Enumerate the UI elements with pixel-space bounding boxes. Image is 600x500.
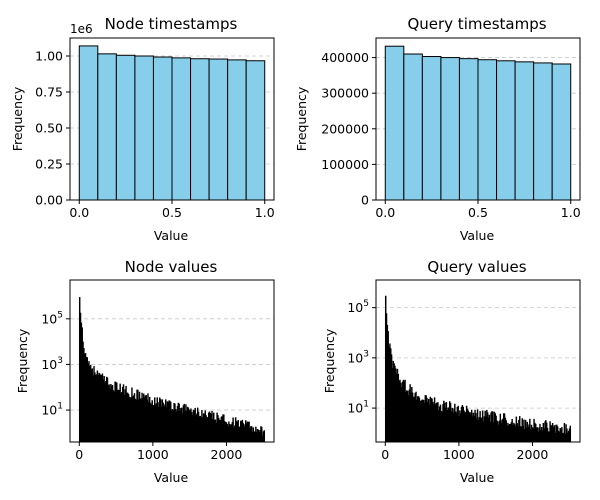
node-values-ytick-label: 103 [41,356,63,372]
node-timestamps-ytick-label: 0.75 [35,85,63,100]
query-timestamps-title: Query timestamps [407,15,546,33]
query-timestamps-bar [458,58,479,201]
node-timestamps-bar [227,59,247,201]
query-timestamps-bar [496,60,516,201]
node-timestamps-bar [208,58,229,201]
node-values-title: Node values [125,258,218,276]
node-timestamps-bar [115,54,136,201]
query-timestamps-bar [440,57,460,201]
node-values-xtick-label: 1000 [137,447,169,462]
query-values-xlabel: Value [460,470,495,485]
query-timestamps-bar [533,62,553,201]
query-values-panel: Query values 0 1000 2000 101 103 105 Value Fr… [322,258,581,485]
node-timestamps-ytick-label: 0.50 [35,121,63,136]
node-timestamps-bar [97,53,117,201]
query-values-ytick-label: 105 [347,299,369,315]
node-timestamps-bar [134,55,154,201]
query-timestamps-ylabel: Frequency [294,86,309,151]
node-values-axes-frame [69,279,275,443]
node-timestamps-bar [171,57,192,201]
query-timestamps-bar [421,56,442,201]
query-timestamps-ytick-label: 0 [361,193,369,208]
node-timestamps-title: Node timestamps [105,15,238,33]
node-timestamps-bar [245,60,266,201]
query-values-xtick-label: 1000 [443,447,475,462]
node-timestamps-xlabel: Value [154,228,189,243]
node-values-xlabel: Value [154,470,189,485]
node-values-panel: Node values 0 1000 2000 101 103 105 Value Fre… [15,258,275,485]
query-values-title: Query values [427,258,526,276]
node-values-ytick-label: 101 [41,402,63,418]
query-values-plot-area: 0 1000 2000 101 103 105 [347,279,581,462]
query-values-xtick-label: 0 [381,447,389,462]
node-timestamps-bar [190,58,210,201]
query-timestamps-xtick-label: 0.5 [468,205,488,220]
query-timestamps-plot-area: 0.0 0.5 1.0 0 100000 200000 300000 400000 [321,37,581,220]
node-timestamps-xtick-label: 0.0 [69,205,89,220]
query-timestamps-ytick-label: 100000 [321,157,369,172]
node-timestamps-ylabel: Frequency [10,86,25,151]
query-timestamps-bar [403,53,423,201]
node-values-xtick-label: 0 [75,447,83,462]
query-values-ytick-label: 103 [347,349,369,365]
query-values-ylabel: Frequency [322,328,337,393]
query-timestamps-bar [477,59,498,201]
query-values-axes-frame [375,279,581,443]
node-timestamps-plot-area: 0.0 0.5 1.0 0.00 0.25 0.50 0.75 1.00 [35,37,275,220]
node-timestamps-xtick-label: 1.0 [255,205,275,220]
query-timestamps-ytick-label: 200000 [321,121,369,136]
query-values-bars [384,295,572,443]
query-values-ytick-label: 101 [347,400,369,416]
query-values-xtick-label: 2000 [517,447,549,462]
query-timestamps-xlabel: Value [460,228,495,243]
node-values-bars [78,297,266,443]
node-values-xtick-label: 2000 [211,447,243,462]
query-timestamps-xtick-label: 1.0 [561,205,581,220]
query-timestamps-xtick-label: 0.0 [375,205,395,220]
query-timestamps-ytick-label: 300000 [321,86,369,101]
query-timestamps-bar [514,61,535,201]
query-timestamps-panel: Query timestamps 0.0 0.5 1.0 0 100000 200000 3… [294,15,581,243]
node-values-ylabel: Frequency [15,328,30,393]
node-timestamps-panel: Node timestamps 1e6 0.0 0.5 1.0 0.00 0.25 0.5… [10,15,275,243]
node-timestamps-ytick-label: 1.00 [35,49,63,64]
node-timestamps-offset-label: 1e6 [70,22,93,36]
query-timestamps-bar [551,63,572,201]
query-timestamps-ytick-label: 400000 [321,50,369,65]
node-values-ytick-label: 105 [41,310,63,326]
node-values-plot-area: 0 1000 2000 101 103 105 [41,279,275,462]
node-timestamps-ytick-label: 0.00 [35,193,63,208]
query-timestamps-bar [384,45,405,201]
node-timestamps-xtick-label: 0.5 [162,205,182,220]
node-timestamps-ytick-label: 0.25 [35,157,63,172]
node-timestamps-bar [152,56,173,201]
node-timestamps-bar [78,45,99,201]
